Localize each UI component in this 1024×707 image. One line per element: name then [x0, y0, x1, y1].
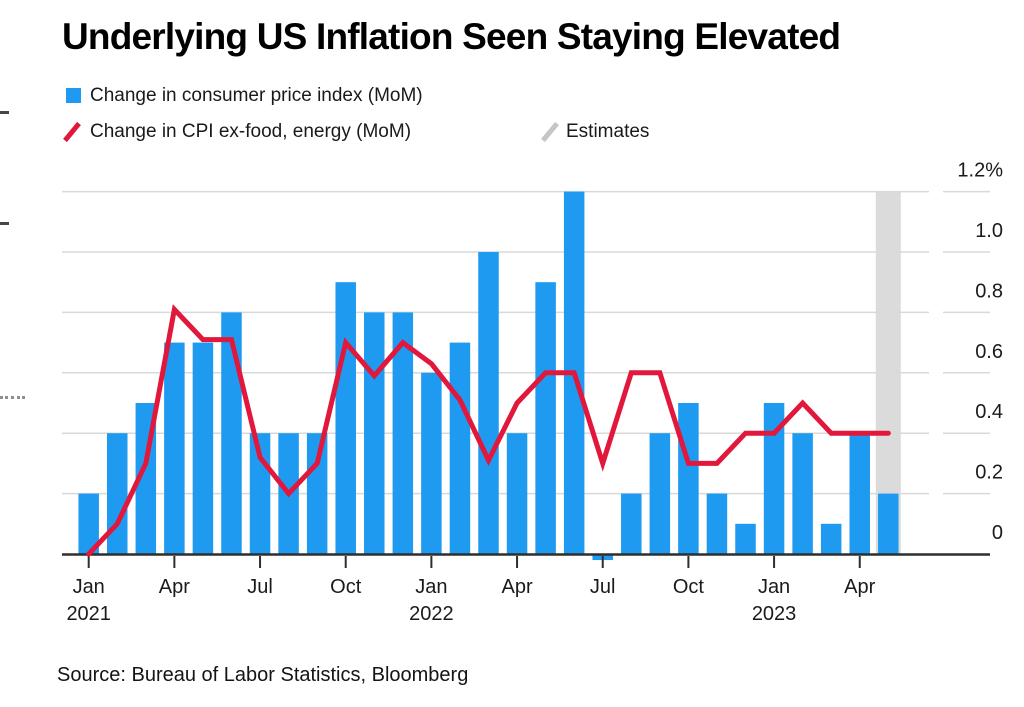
cpi-bar-oct-2021 — [335, 282, 356, 554]
y-tick-label: 0.2 — [975, 462, 1003, 484]
cpi-bar-mar-2023 — [820, 523, 842, 554]
cpi-bar-oct-2022 — [678, 403, 699, 554]
x-tick-year-label: 2021 — [66, 603, 111, 625]
cpi-bar-feb-2022 — [449, 342, 471, 554]
estimates-swatch-icon — [540, 121, 564, 148]
core-cpi-line-swatch-icon — [62, 121, 86, 148]
cpi-bar-may-2022 — [535, 282, 556, 554]
x-tick-label: Apr — [844, 576, 875, 598]
y-tick-label: 0 — [992, 522, 1003, 544]
x-tick-label: Apr — [159, 576, 190, 598]
left-edge-tick-mark — [0, 111, 9, 114]
x-tick-label: Jul — [590, 576, 616, 598]
x-tick-label: Jan — [415, 576, 447, 598]
page-title: Underlying US Inflation Seen Staying Ele… — [62, 16, 841, 57]
cpi-bar-jan-2023 — [763, 403, 785, 554]
x-tick-label: Jan — [73, 576, 105, 598]
cpi-bar-feb-2023 — [792, 433, 813, 554]
cpi-bar-apr-2023 — [849, 433, 870, 554]
y-tick-label: 0.6 — [975, 341, 1003, 363]
core-cpi-line — [86, 304, 891, 557]
legend-label-estimates: Estimates — [566, 121, 650, 142]
cpi-bar-jan-2021 — [78, 493, 99, 554]
cpi-bar-may-2021 — [192, 342, 214, 554]
cpi-bar-may-2023 — [878, 493, 899, 554]
cpi-bar-jun-2021 — [221, 312, 242, 554]
y-tick-label: 1.2% — [957, 160, 1003, 182]
cpi-bar-apr-2022 — [506, 433, 528, 554]
x-tick-label: Jul — [247, 576, 273, 598]
cpi-bar-jan-2022 — [421, 372, 442, 554]
left-edge-tick-mark — [0, 222, 9, 225]
cpi-bar-feb-2021 — [107, 433, 128, 554]
cpi-bar-sep-2022 — [649, 433, 671, 554]
cpi-bar-mar-2022 — [478, 252, 499, 554]
y-tick-label: 0.8 — [975, 280, 1003, 302]
cpi-bar-dec-2022 — [735, 523, 756, 554]
x-tick-label: Jan — [758, 576, 790, 598]
x-tick-year-label: 2023 — [752, 603, 797, 625]
x-tick-label: Apr — [501, 576, 532, 598]
cpi-bar-apr-2021 — [164, 342, 185, 554]
legend-label-cpi: Change in consumer price index (MoM) — [90, 85, 423, 106]
x-tick-label: Oct — [673, 576, 705, 598]
cpi-bar-nov-2021 — [364, 312, 385, 554]
x-tick-year-label: 2022 — [409, 603, 454, 625]
left-edge-dotted-mark — [0, 396, 25, 399]
cpi-bar-nov-2022 — [706, 493, 728, 554]
cpi-bar-dec-2021 — [392, 312, 414, 554]
cpi-bar-aug-2022 — [621, 493, 642, 554]
source-note: Source: Bureau of Labor Statistics, Bloo… — [57, 664, 469, 686]
y-tick-label: 0.4 — [975, 401, 1003, 423]
cpi-bar-sep-2021 — [306, 433, 328, 554]
y-tick-label: 1.0 — [975, 220, 1003, 242]
cpi-bar-swatch-icon — [66, 88, 81, 103]
legend-label-core-cpi: Change in CPI ex-food, energy (MoM) — [90, 121, 412, 142]
x-tick-label: Oct — [330, 576, 362, 598]
